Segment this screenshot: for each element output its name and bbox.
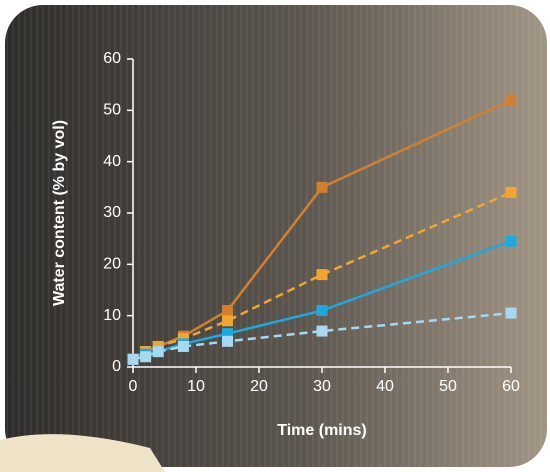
- marker: [317, 269, 328, 280]
- y-tick-label: 0: [112, 358, 121, 375]
- marker: [317, 326, 328, 337]
- marker: [317, 182, 328, 193]
- marker: [222, 315, 233, 326]
- y-tick-label: 30: [103, 204, 121, 221]
- marker: [317, 305, 328, 316]
- marker: [140, 351, 151, 362]
- x-tick-label: 20: [250, 378, 268, 395]
- x-tick-label: 30: [313, 378, 331, 395]
- background-texture: [5, 5, 547, 467]
- x-axis-title: Time (mins): [277, 422, 367, 439]
- y-tick-label: 40: [103, 153, 121, 170]
- marker: [506, 236, 517, 247]
- y-axis-title: Water content (% by vol): [51, 120, 68, 306]
- x-tick-label: 50: [439, 378, 457, 395]
- y-tick-label: 50: [103, 102, 121, 119]
- chart: Time (mins) Water content (% by vol) 0 10…: [0, 0, 550, 472]
- x-tick-label: 40: [376, 378, 394, 395]
- x-tick-label: 0: [129, 378, 138, 395]
- marker: [506, 187, 517, 198]
- marker: [222, 305, 233, 316]
- y-tick-label: 10: [103, 307, 121, 324]
- marker: [506, 308, 517, 319]
- y-tick-label: 60: [103, 50, 121, 67]
- marker: [128, 354, 139, 365]
- marker: [506, 95, 517, 106]
- marker: [178, 341, 189, 352]
- marker: [222, 336, 233, 347]
- marker: [153, 346, 164, 357]
- y-tick-label: 20: [103, 256, 121, 273]
- x-tick-label: 60: [502, 378, 520, 395]
- x-tick-label: 10: [187, 378, 205, 395]
